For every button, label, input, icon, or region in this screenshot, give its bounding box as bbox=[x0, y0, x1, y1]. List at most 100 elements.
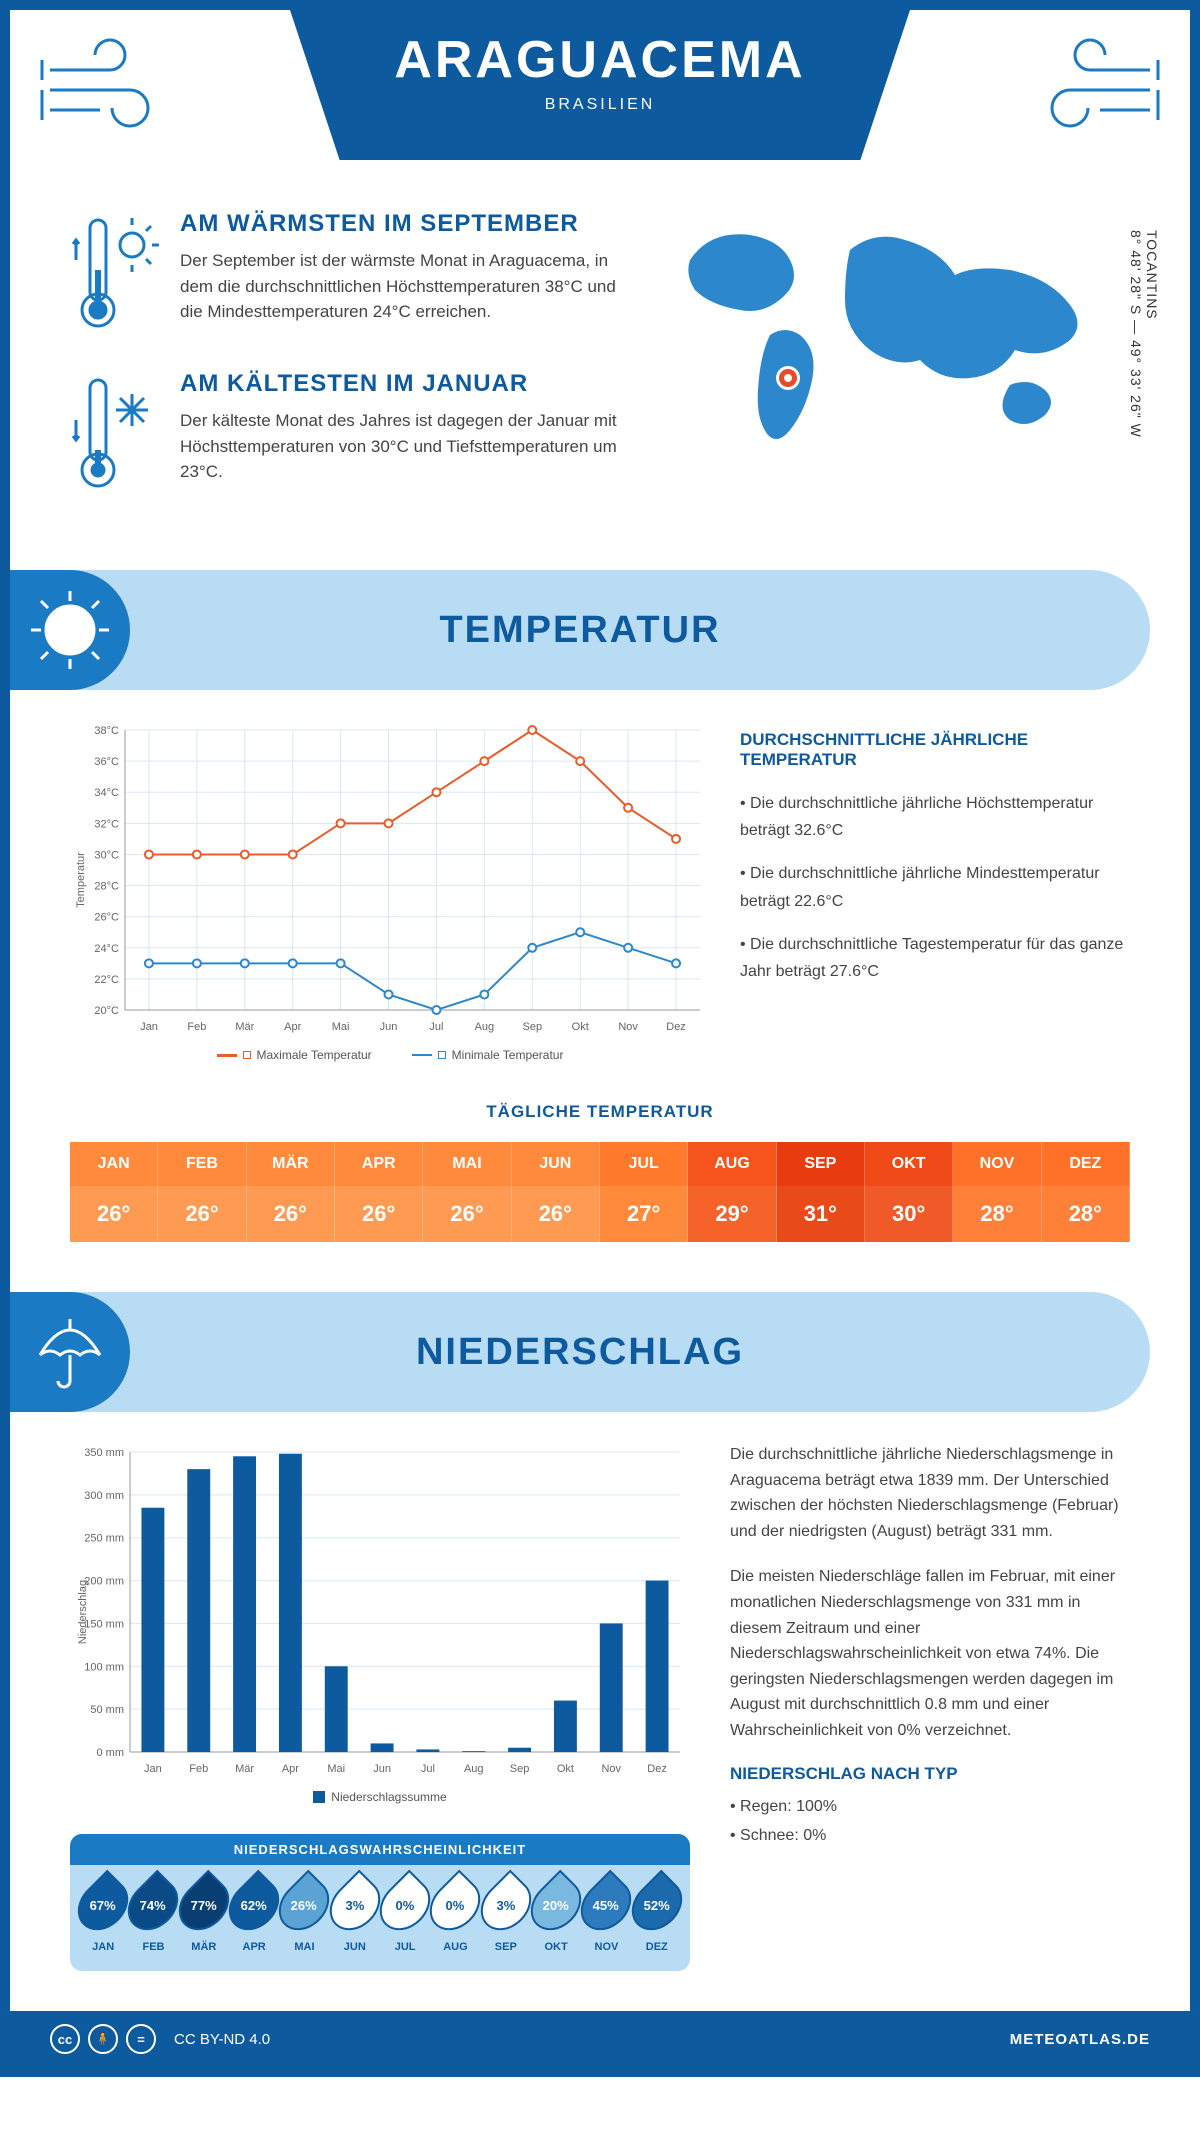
svg-text:Jun: Jun bbox=[373, 1763, 391, 1775]
site-name: METEOATLAS.DE bbox=[1010, 2031, 1150, 2048]
precip-probability-box: NIEDERSCHLAGSWAHRSCHEINLICHKEIT 67%JAN74… bbox=[70, 1834, 690, 1971]
temp-head-cell: JAN bbox=[70, 1142, 158, 1186]
temp-value-cell: 26° bbox=[423, 1186, 511, 1242]
svg-text:Dez: Dez bbox=[647, 1763, 667, 1775]
temp-value-cell: 26° bbox=[247, 1186, 335, 1242]
temp-value-cell: 27° bbox=[600, 1186, 688, 1242]
legend-precip: Niederschlagssumme bbox=[331, 1790, 446, 1804]
map-column: TOCANTINS 8° 48' 28" S — 49° 33' 26" W bbox=[670, 210, 1130, 530]
svg-text:Dez: Dez bbox=[666, 1021, 686, 1033]
prob-drop: 26%MAI bbox=[282, 1877, 326, 1953]
svg-text:200 mm: 200 mm bbox=[84, 1576, 124, 1588]
svg-text:Sep: Sep bbox=[510, 1763, 530, 1775]
svg-text:250 mm: 250 mm bbox=[84, 1533, 124, 1545]
svg-text:Aug: Aug bbox=[464, 1763, 484, 1775]
city-title: ARAGUACEMA bbox=[290, 30, 910, 90]
coord-region: TOCANTINS bbox=[1144, 230, 1160, 320]
prob-drop: 67%JAN bbox=[81, 1877, 125, 1953]
page: ARAGUACEMA BRASILIEN bbox=[0, 0, 1200, 2077]
temp-value-cell: 26° bbox=[512, 1186, 600, 1242]
svg-text:24°C: 24°C bbox=[94, 943, 119, 955]
prob-drop: 45%NOV bbox=[584, 1877, 628, 1953]
temperature-row: 20°C22°C24°C26°C28°C30°C32°C34°C36°C38°C… bbox=[10, 720, 1190, 1092]
svg-text:Nov: Nov bbox=[618, 1021, 638, 1033]
prob-drop: 20%OKT bbox=[534, 1877, 578, 1953]
temp-summary-l1: • Die durchschnittliche jährliche Höchst… bbox=[740, 790, 1130, 844]
svg-text:Niederschlag: Niederschlag bbox=[77, 1580, 89, 1644]
temp-head-cell: DEZ bbox=[1042, 1142, 1130, 1186]
temp-value-cell: 26° bbox=[335, 1186, 423, 1242]
svg-text:Okt: Okt bbox=[557, 1763, 574, 1775]
legend-max: Maximale Temperatur bbox=[257, 1048, 372, 1062]
svg-text:Mai: Mai bbox=[327, 1763, 345, 1775]
fact-cold-body: Der kälteste Monat des Jahres ist dagege… bbox=[180, 408, 630, 485]
prob-drop: 62%APR bbox=[232, 1877, 276, 1953]
coord-lon: 49° 33' 26" W bbox=[1128, 340, 1144, 438]
probability-drops: 67%JAN74%FEB77%MÄR62%APR26%MAI3%JUN0%JUL… bbox=[70, 1865, 690, 1959]
license-text: CC BY-ND 4.0 bbox=[174, 2031, 270, 2048]
section-banner-temp: TEMPERATUR bbox=[10, 570, 1150, 690]
svg-text:Temperatur: Temperatur bbox=[75, 852, 87, 908]
fact-warm-title: AM WÄRMSTEN IM SEPTEMBER bbox=[180, 210, 630, 238]
svg-text:38°C: 38°C bbox=[94, 725, 119, 737]
prob-drop: 52%DEZ bbox=[635, 1877, 679, 1953]
by-icon: 🧍 bbox=[88, 2024, 118, 2054]
precip-p2: Die meisten Niederschläge fallen im Febr… bbox=[730, 1564, 1130, 1743]
top-info: AM WÄRMSTEN IM SEPTEMBER Der September i… bbox=[10, 200, 1190, 570]
svg-text:Apr: Apr bbox=[282, 1763, 299, 1775]
temp-summary-l3: • Die durchschnittliche Tagestemperatur … bbox=[740, 931, 1130, 985]
section-title-precip: NIEDERSCHLAG bbox=[416, 1331, 744, 1374]
thermometer-snow-icon bbox=[70, 370, 160, 500]
svg-text:Jul: Jul bbox=[421, 1763, 435, 1775]
svg-text:Jul: Jul bbox=[429, 1021, 443, 1033]
precip-type-2: • Schnee: 0% bbox=[730, 1823, 1130, 1849]
svg-text:Mär: Mär bbox=[235, 1021, 254, 1033]
svg-text:Sep: Sep bbox=[523, 1021, 543, 1033]
temp-head-cell: MAI bbox=[423, 1142, 511, 1186]
svg-text:150 mm: 150 mm bbox=[84, 1618, 124, 1630]
temp-head-cell: NOV bbox=[953, 1142, 1041, 1186]
precip-type-1: • Regen: 100% bbox=[730, 1794, 1130, 1820]
section-title-temp: TEMPERATUR bbox=[439, 609, 720, 652]
precip-left-col: 0 mm50 mm100 mm150 mm200 mm250 mm300 mm3… bbox=[70, 1442, 690, 1971]
temp-summary-l2: • Die durchschnittliche jährliche Mindes… bbox=[740, 860, 1130, 914]
svg-text:30°C: 30°C bbox=[94, 849, 119, 861]
temp-value-cell: 28° bbox=[953, 1186, 1041, 1242]
prob-drop: 0%JUL bbox=[383, 1877, 427, 1953]
bar-chart-legend: Niederschlagssumme bbox=[70, 1790, 690, 1804]
license-block: cc 🧍 = CC BY-ND 4.0 bbox=[50, 2024, 270, 2054]
daily-temp-block: TÄGLICHE TEMPERATUR JANFEBMÄRAPRMAIJUNJU… bbox=[10, 1092, 1190, 1292]
temp-value-cell: 26° bbox=[158, 1186, 246, 1242]
svg-text:32°C: 32°C bbox=[94, 818, 119, 830]
legend-min: Minimale Temperatur bbox=[452, 1048, 564, 1062]
fact-cold-title: AM KÄLTESTEN IM JANUAR bbox=[180, 370, 630, 398]
climate-facts: AM WÄRMSTEN IM SEPTEMBER Der September i… bbox=[70, 210, 630, 530]
prob-drop: 3%SEP bbox=[484, 1877, 528, 1953]
cc-icon: cc bbox=[50, 2024, 80, 2054]
temp-value-cell: 28° bbox=[1042, 1186, 1130, 1242]
svg-text:Feb: Feb bbox=[189, 1763, 208, 1775]
section-banner-precip: NIEDERSCHLAG bbox=[10, 1292, 1150, 1412]
temp-head-cell: OKT bbox=[865, 1142, 953, 1186]
svg-text:50 mm: 50 mm bbox=[90, 1704, 124, 1716]
svg-text:26°C: 26°C bbox=[94, 912, 119, 924]
temperature-line-chart: 20°C22°C24°C26°C28°C30°C32°C34°C36°C38°C… bbox=[70, 720, 710, 1062]
temp-value-cell: 30° bbox=[865, 1186, 953, 1242]
prob-drop: 3%JUN bbox=[333, 1877, 377, 1953]
temp-head-cell: JUL bbox=[600, 1142, 688, 1186]
precipitation-summary: Die durchschnittliche jährliche Niedersc… bbox=[730, 1442, 1130, 1971]
temp-head-cell: MÄR bbox=[247, 1142, 335, 1186]
thermometer-sun-icon bbox=[70, 210, 160, 340]
precip-p1: Die durchschnittliche jährliche Niedersc… bbox=[730, 1442, 1130, 1544]
precipitation-row: 0 mm50 mm100 mm150 mm200 mm250 mm300 mm3… bbox=[10, 1442, 1190, 2011]
temp-head-cell: AUG bbox=[688, 1142, 776, 1186]
footer: cc 🧍 = CC BY-ND 4.0 METEOATLAS.DE bbox=[10, 2011, 1190, 2067]
svg-text:36°C: 36°C bbox=[94, 756, 119, 768]
fact-warmest: AM WÄRMSTEN IM SEPTEMBER Der September i… bbox=[70, 210, 630, 340]
temp-head-cell: FEB bbox=[158, 1142, 246, 1186]
prob-drop: 77%MÄR bbox=[182, 1877, 226, 1953]
sun-icon bbox=[10, 570, 130, 690]
svg-text:100 mm: 100 mm bbox=[84, 1661, 124, 1673]
temp-head-cell: SEP bbox=[777, 1142, 865, 1186]
svg-text:Jan: Jan bbox=[144, 1763, 162, 1775]
